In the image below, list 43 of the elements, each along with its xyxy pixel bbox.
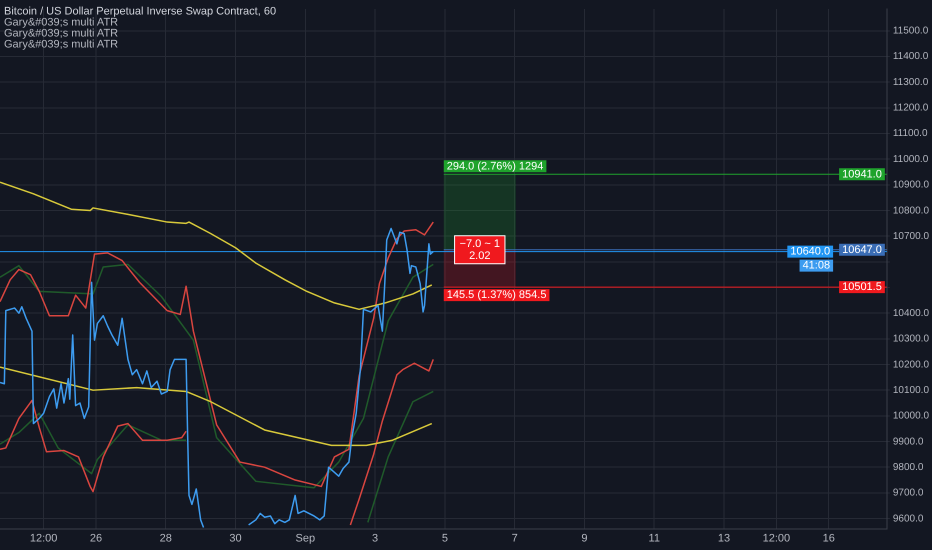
annotation: −7.0 ~ 1 2.02 [460, 238, 500, 262]
y-tick-label: 11200.0 [892, 102, 929, 114]
annotation: Gary&#039;s multi ATR [4, 16, 118, 29]
y-tick-label: 10900.0 [892, 180, 930, 191]
x-tick-label: 26 [90, 532, 102, 544]
y-tick-label: 11500.0 [892, 26, 929, 37]
y-tick-label: 10100.0 [892, 384, 930, 396]
y-tick-label: 9700.0 [892, 488, 924, 499]
y-tick-label: 10400.0 [892, 308, 930, 319]
y-tick-label: 11100.0 [892, 128, 928, 140]
x-tick-label: 11 [648, 532, 660, 544]
x-tick-label: 13 [718, 532, 730, 544]
x-tick-label: 3 [372, 532, 378, 544]
y-tick-label: 9800.0 [892, 462, 924, 473]
band-label: 145.5 (1.37%) 854.5 [446, 289, 546, 302]
annotation: Gary&#039;s multi ATR [4, 28, 118, 40]
y-tick-label: 11000.0 [892, 154, 929, 165]
x-tick-label: 9 [581, 532, 588, 544]
x-tick-label: 5 [442, 532, 448, 544]
x-tick-label: 30 [229, 532, 242, 544]
x-tick-label: 12:00 [30, 532, 58, 544]
y-tick-label: 10300.0 [892, 334, 930, 345]
y-tick-label: 11400.0 [892, 51, 929, 62]
x-tick-label: 28 [160, 532, 172, 544]
x-tick-label: 12:00 [762, 532, 790, 544]
y-tick-label: 10000.0 [892, 410, 930, 422]
x-tick-label: 7 [512, 532, 518, 544]
y-tick-label: 9900.0 [892, 436, 924, 448]
y-tick-label: 10800.0 [892, 205, 930, 216]
ref-line-label: 10640.0 [790, 246, 830, 258]
band-label: 294.0 (2.76%) 1294 [446, 160, 544, 172]
y-tick-label: 11300.0 [892, 76, 929, 88]
y-tick-label: 10700.0 [892, 230, 930, 242]
ref-line-label: 10501.5 [842, 281, 882, 294]
y-tick-label: 10200.0 [892, 359, 930, 370]
y-tick-label: 9600.0 [892, 513, 924, 524]
chart-title: Bitcoin / US Dollar Perpetual Inverse Swap Contract, 60 [4, 6, 276, 18]
ref-line-label: 10941.0 [842, 168, 882, 180]
x-tick-label: Sep [296, 532, 316, 544]
annotation: Gary&#039;s multi ATR [4, 38, 118, 51]
x-tick-label: 16 [822, 532, 835, 544]
ref-line-label: 10647.0 [842, 244, 882, 256]
annotation: 41:08 [802, 260, 830, 272]
